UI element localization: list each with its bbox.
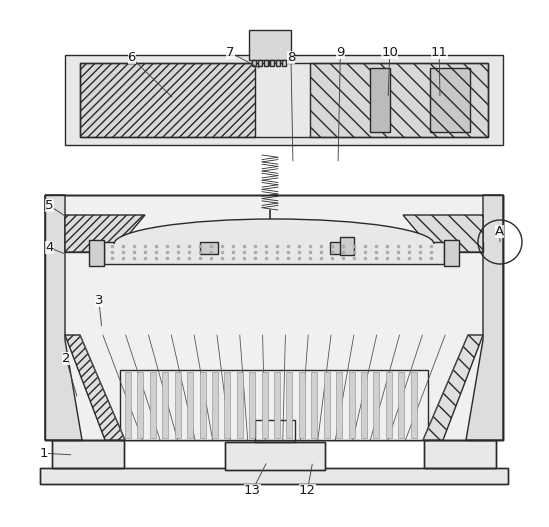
Polygon shape <box>423 335 483 440</box>
Polygon shape <box>466 195 503 440</box>
Polygon shape <box>80 63 255 137</box>
Text: 9: 9 <box>336 46 345 161</box>
Bar <box>386 372 392 438</box>
Text: 3: 3 <box>94 294 103 326</box>
Bar <box>398 372 404 438</box>
Bar <box>40 468 508 484</box>
Bar <box>373 372 379 438</box>
Bar <box>249 372 255 438</box>
Bar <box>282 60 286 66</box>
Bar <box>150 372 156 438</box>
Bar <box>270 60 274 66</box>
Polygon shape <box>45 195 82 440</box>
Bar <box>89 240 104 266</box>
Bar <box>199 372 205 438</box>
Bar <box>40 468 508 484</box>
Bar <box>225 372 231 438</box>
Bar <box>175 372 181 438</box>
Bar <box>52 440 124 468</box>
Text: 5: 5 <box>45 199 65 216</box>
Bar <box>261 372 267 438</box>
Bar <box>311 372 317 438</box>
Bar <box>330 242 348 254</box>
Text: 12: 12 <box>299 464 316 496</box>
Bar <box>249 30 291 60</box>
Bar <box>52 440 124 468</box>
Bar <box>252 60 256 66</box>
Bar <box>370 68 390 132</box>
Bar <box>258 60 262 66</box>
Bar <box>255 420 295 442</box>
Bar <box>45 195 503 440</box>
Bar <box>212 372 218 438</box>
Bar <box>349 372 355 438</box>
Bar <box>274 372 280 438</box>
Text: 10: 10 <box>382 46 398 96</box>
Bar <box>65 242 483 252</box>
Bar <box>444 240 459 266</box>
Bar <box>120 370 428 440</box>
Text: 11: 11 <box>431 46 447 96</box>
Bar <box>411 372 417 438</box>
Bar <box>424 440 496 468</box>
Bar <box>187 372 193 438</box>
Bar <box>45 195 503 440</box>
Text: 8: 8 <box>287 52 295 161</box>
Bar <box>237 372 243 438</box>
Polygon shape <box>65 215 145 252</box>
Bar <box>65 55 503 145</box>
Text: 4: 4 <box>45 241 64 254</box>
Bar <box>361 372 367 438</box>
Polygon shape <box>310 63 488 137</box>
Text: 7: 7 <box>226 46 259 68</box>
Bar <box>225 442 325 470</box>
Text: 6: 6 <box>127 52 172 97</box>
Bar <box>104 242 444 264</box>
Polygon shape <box>403 215 483 252</box>
Bar <box>340 237 354 255</box>
Text: 2: 2 <box>61 352 77 396</box>
Polygon shape <box>65 335 125 440</box>
Text: A: A <box>495 226 504 242</box>
Bar <box>299 372 305 438</box>
Bar <box>276 60 280 66</box>
Bar <box>137 372 143 438</box>
Bar <box>324 372 329 438</box>
Text: 1: 1 <box>40 447 71 460</box>
Bar <box>287 372 293 438</box>
Ellipse shape <box>114 219 434 269</box>
Bar <box>336 372 342 438</box>
Bar <box>255 420 295 442</box>
Bar <box>200 242 218 254</box>
Bar <box>163 372 168 438</box>
Bar <box>125 372 131 438</box>
Bar <box>80 63 488 137</box>
Bar <box>424 440 496 468</box>
Polygon shape <box>430 68 470 132</box>
Bar <box>264 60 268 66</box>
Bar <box>225 442 325 470</box>
Text: 13: 13 <box>244 464 266 496</box>
